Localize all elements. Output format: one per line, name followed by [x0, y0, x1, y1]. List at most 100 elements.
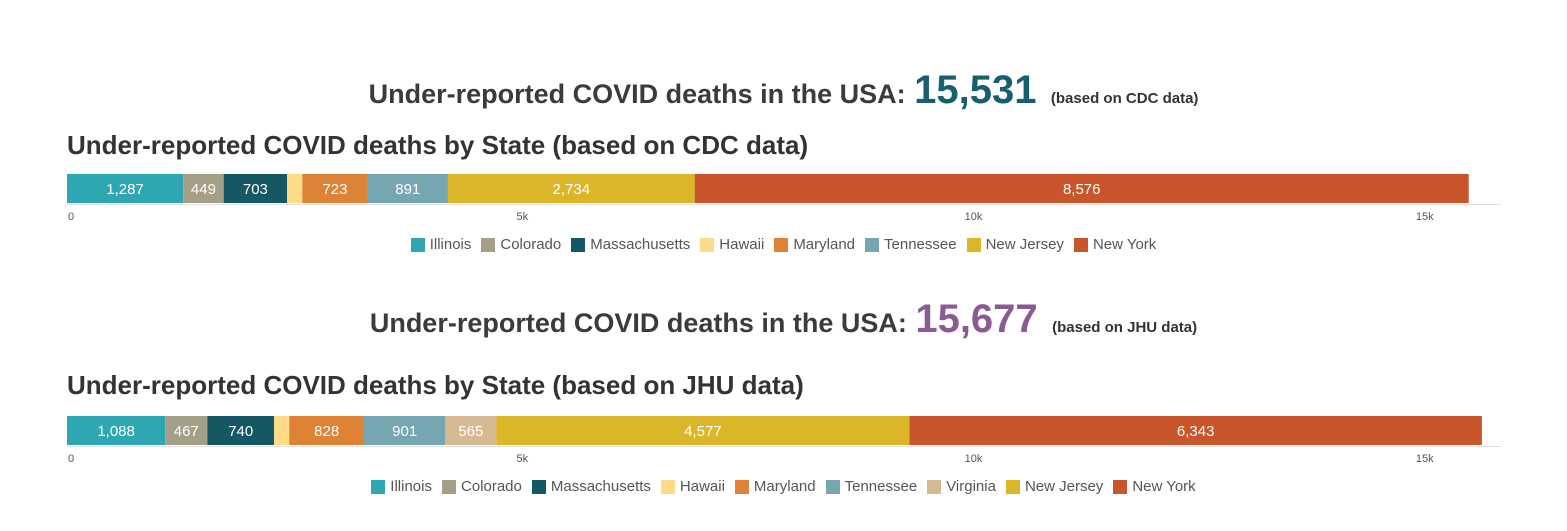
headline-jhu-note: (based on JHU data) — [1052, 319, 1198, 336]
legend-label: Maryland — [753, 478, 816, 495]
legend-label: Hawaii — [719, 236, 765, 253]
legend-label: New York — [1132, 478, 1196, 495]
data-label-new-york: 8,576 — [1063, 181, 1101, 198]
data-label-virginia: 565 — [458, 423, 483, 440]
headline-cdc: Under-reported COVID deaths in the USA: … — [0, 68, 1567, 113]
bar-segment-virginia — [445, 416, 497, 445]
legend-label: Maryland — [793, 236, 856, 253]
data-label-new-york: 6,343 — [1177, 423, 1215, 440]
headline-cdc-total: 15,531 — [914, 68, 1037, 112]
chart-title-jhu: Under-reported COVID deaths by State (ba… — [67, 370, 804, 400]
chart-cdc: 1,287 449 703 723 891 2,734 8,576 0 5k 10k 15k — [67, 174, 1501, 223]
chart-jhu: 1,088 467 740 828 901 565 4,577 6,343 0 5k 10k 15k — [67, 416, 1501, 465]
headline-jhu: Under-reported COVID deaths in the USA: … — [0, 297, 1567, 342]
legend-item-new-york[interactable]: New York — [1113, 478, 1196, 495]
legend-label: New York — [1092, 236, 1157, 253]
legend-label: Massachusetts — [550, 478, 651, 495]
x-tick-label: 15k — [1416, 211, 1434, 223]
legend-item-new-jersey[interactable]: New Jersey — [966, 236, 1064, 253]
data-label-massachusetts: 703 — [243, 181, 268, 198]
bar-segment-maryland — [289, 416, 365, 445]
legend-item-illinois[interactable]: Illinois — [371, 478, 432, 495]
data-label-colorado: 467 — [174, 423, 199, 440]
bar-segment-new-york — [694, 174, 1469, 203]
legend-label: Colorado — [500, 236, 562, 253]
data-label-tennessee: 901 — [392, 423, 417, 440]
legend-label: Massachusetts — [590, 236, 691, 253]
data-label-colorado: 449 — [191, 181, 216, 198]
legend-swatch — [1073, 237, 1088, 252]
data-label-illinois: 1,287 — [106, 181, 144, 198]
legend-label: Virginia — [946, 478, 996, 495]
bar-segment-hawaii — [274, 416, 290, 445]
data-label-massachusetts: 740 — [228, 423, 253, 440]
bar-segment-new-jersey — [496, 416, 910, 445]
data-label-maryland: 723 — [322, 181, 347, 198]
legend-swatch — [966, 237, 981, 252]
legend-item-virginia[interactable]: Virginia — [927, 478, 996, 495]
legend-item-hawaii[interactable]: Hawaii — [700, 236, 764, 253]
legend-swatch — [927, 479, 942, 494]
headline-jhu-text: Under-reported COVID deaths in the USA: — [369, 308, 907, 338]
bar-segment-colorado — [183, 174, 224, 203]
legend-label: Illinois — [429, 236, 472, 253]
legend-jhu: Illinois Colorado Massachusetts Hawaii Maryl… — [0, 478, 1567, 495]
bar-segment-illinois — [67, 416, 166, 445]
data-label-illinois: 1,088 — [97, 423, 135, 440]
x-tick-label: 15k — [1416, 453, 1434, 465]
legend-swatch — [371, 479, 386, 494]
x-tick-label: 5k — [516, 453, 528, 465]
legend-swatch — [825, 479, 840, 494]
legend-item-maryland[interactable]: Maryland — [734, 478, 816, 495]
legend-swatch — [531, 479, 546, 494]
data-label-maryland: 828 — [314, 423, 339, 440]
legend-swatch — [660, 479, 675, 494]
legend-item-illinois[interactable]: Illinois — [410, 236, 472, 253]
legend-label: Colorado — [460, 478, 522, 495]
x-tick-label: 10k — [965, 453, 983, 465]
bar-segment-massachusetts — [223, 174, 288, 203]
data-label-tennessee: 891 — [395, 181, 420, 198]
bar-segment-illinois — [67, 174, 184, 203]
legend-item-tennessee[interactable]: Tennessee — [825, 478, 917, 495]
legend-swatch — [734, 479, 749, 494]
legend-item-colorado[interactable]: Colorado — [441, 478, 522, 495]
bar-segment-colorado — [165, 416, 208, 445]
headline-cdc-note: (based on CDC data) — [1050, 90, 1199, 107]
legend-label: New Jersey — [985, 236, 1064, 253]
bar-segment-new-york — [909, 416, 1482, 445]
legend-swatch — [774, 237, 789, 252]
legend-item-massachusetts[interactable]: Massachusetts — [571, 236, 690, 253]
data-label-new-jersey: 2,734 — [553, 181, 591, 198]
legend-item-hawaii[interactable]: Hawaii — [660, 478, 725, 495]
legend-label: Illinois — [390, 478, 432, 495]
legend-item-colorado[interactable]: Colorado — [481, 236, 561, 253]
legend-cdc: Illinois Colorado Massachusetts Hawaii Maryl… — [0, 236, 1567, 253]
legend-swatch — [441, 479, 456, 494]
legend-label: Hawaii — [679, 478, 725, 495]
headline-cdc-text: Under-reported COVID deaths in the USA: — [368, 79, 906, 109]
legend-swatch — [865, 237, 880, 252]
legend-swatch — [481, 237, 496, 252]
x-tick-label: 10k — [965, 211, 983, 223]
bar-segment-hawaii — [287, 174, 303, 203]
legend-label: Tennessee — [884, 236, 957, 253]
legend-item-new-york[interactable]: New York — [1073, 236, 1157, 253]
legend-item-massachusetts[interactable]: Massachusetts — [531, 478, 651, 495]
bar-segment-maryland — [302, 174, 368, 203]
bar-segment-tennessee — [364, 416, 446, 445]
legend-swatch — [1113, 479, 1128, 494]
bar-segment-new-jersey — [447, 174, 695, 203]
legend-swatch — [410, 237, 425, 252]
bar-segment-tennessee — [367, 174, 448, 203]
legend-item-tennessee[interactable]: Tennessee — [865, 236, 957, 253]
legend-swatch — [571, 237, 586, 252]
legend-label: New Jersey — [1024, 478, 1104, 495]
legend-item-new-jersey[interactable]: New Jersey — [1005, 478, 1104, 495]
x-tick-label: 0 — [68, 453, 74, 465]
data-label-new-jersey: 4,577 — [684, 423, 722, 440]
legend-swatch — [700, 237, 715, 252]
legend-item-maryland[interactable]: Maryland — [774, 236, 855, 253]
headline-jhu-total: 15,677 — [915, 297, 1038, 341]
chart-title-cdc: Under-reported COVID deaths by State (ba… — [67, 130, 809, 160]
